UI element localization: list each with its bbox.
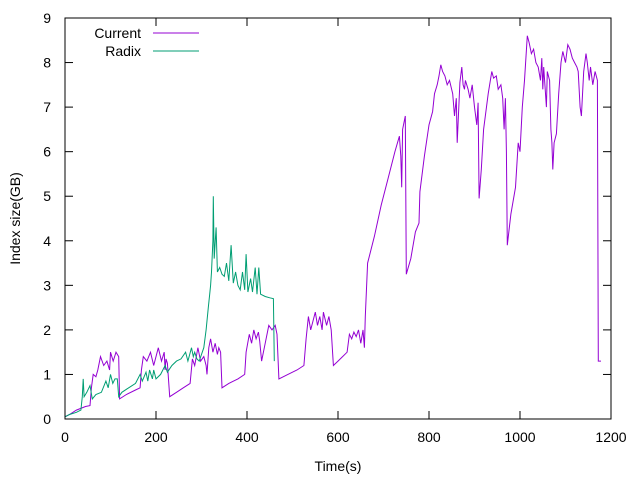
series-layer (64, 35, 601, 418)
y-tick-label: 6 (43, 144, 51, 160)
y-tick-label: 0 (43, 411, 51, 427)
series-line-current (64, 35, 601, 418)
series-line-radix (64, 196, 275, 418)
y-tick-label: 9 (43, 10, 51, 26)
y-axis-title: Index size(GB) (7, 172, 23, 265)
x-tick-label: 800 (417, 429, 441, 445)
y-tick-label: 4 (43, 233, 51, 249)
x-tick-label: 1000 (504, 429, 535, 445)
y-tick-label: 5 (43, 188, 51, 204)
legend-label-radix: Radix (105, 43, 141, 59)
x-tick-label: 0 (61, 429, 69, 445)
y-tick-label: 8 (43, 55, 51, 71)
x-axis-title: Time(s) (315, 458, 362, 474)
legend-label-current: Current (94, 25, 141, 41)
x-tick-label: 1200 (595, 429, 626, 445)
x-tick-label: 200 (144, 429, 168, 445)
y-tick-label: 3 (43, 277, 51, 293)
legend: Current Radix (94, 25, 199, 59)
tick-layer: 0 200 400 600 800 1000 1200 0 1 2 3 4 5 6 7 8 9 (43, 10, 627, 445)
x-tick-label: 400 (235, 429, 259, 445)
y-tick-label: 7 (43, 99, 51, 115)
y-tick-label: 2 (43, 322, 51, 338)
y-tick-label: 1 (43, 366, 51, 382)
x-tick-label: 600 (326, 429, 350, 445)
plot-frame (64, 17, 612, 420)
